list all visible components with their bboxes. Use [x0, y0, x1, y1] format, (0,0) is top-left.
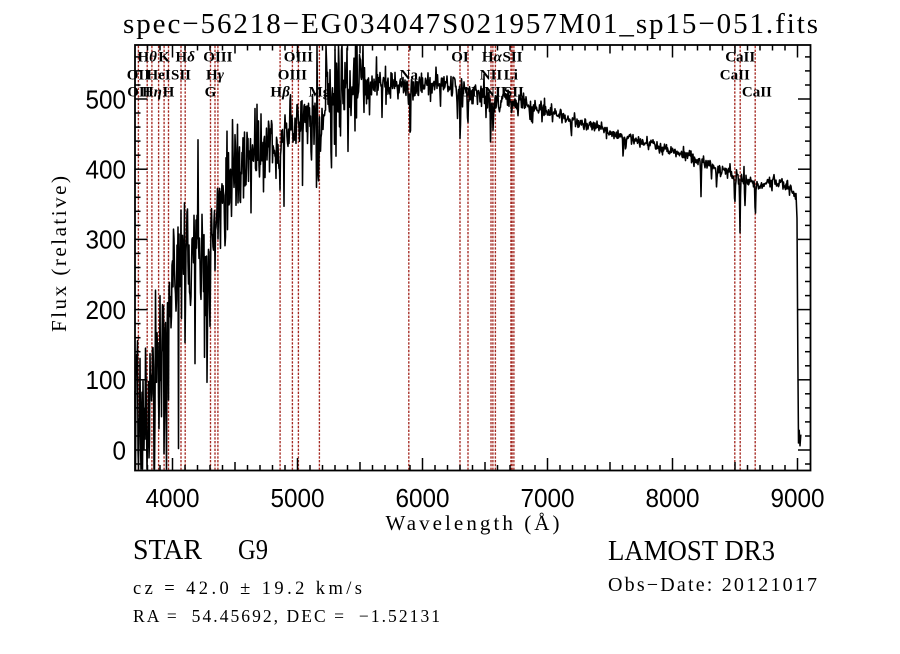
- svg-text:OIII: OIII: [284, 50, 313, 66]
- svg-text:NII: NII: [484, 85, 507, 101]
- svg-text:G9: G9: [238, 535, 268, 566]
- svg-text:CaII: CaII: [720, 68, 750, 84]
- svg-text:Flux (relative): Flux (relative): [47, 176, 71, 332]
- svg-text:500: 500: [86, 84, 127, 114]
- svg-text:CaII: CaII: [742, 85, 772, 101]
- svg-text:OIII: OIII: [203, 50, 232, 66]
- svg-text:9000: 9000: [771, 483, 825, 513]
- svg-text:G: G: [205, 85, 217, 101]
- svg-text:OI: OI: [459, 85, 477, 101]
- svg-text:RA = 54.45692, DEC = −1.5213: RA = 54.45692, DEC = −1.52131: [133, 606, 440, 626]
- svg-text:Wavelength (Å): Wavelength (Å): [386, 511, 560, 535]
- svg-text:200: 200: [86, 295, 127, 325]
- svg-text:5000: 5000: [271, 483, 325, 513]
- svg-text:Hθ: Hθ: [137, 50, 157, 66]
- svg-text:Hβ: Hβ: [270, 85, 290, 101]
- svg-text:CaII: CaII: [725, 50, 755, 66]
- svg-text:OII: OII: [127, 68, 151, 84]
- svg-text:cz = 42.0 ± 19.2 km/s: cz = 42.0 ± 19.2 km/s: [133, 579, 362, 599]
- svg-text:300: 300: [86, 225, 127, 255]
- svg-text:Mg: Mg: [309, 85, 331, 101]
- svg-text:K: K: [158, 50, 170, 66]
- svg-text:Li: Li: [504, 68, 518, 84]
- svg-text:100: 100: [86, 365, 127, 395]
- svg-text:SII: SII: [171, 68, 191, 84]
- svg-text:Hη: Hη: [142, 85, 162, 101]
- svg-text:7000: 7000: [521, 483, 575, 513]
- svg-text:Hα: Hα: [482, 50, 503, 66]
- svg-text:4000: 4000: [146, 483, 200, 513]
- svg-text:OI: OI: [451, 50, 469, 66]
- svg-text:Na: Na: [400, 68, 419, 84]
- svg-text:HeI: HeI: [147, 68, 171, 84]
- svg-text:Hδ: Hδ: [176, 50, 196, 66]
- svg-text:NII: NII: [480, 68, 503, 84]
- svg-text:OIII: OIII: [278, 68, 307, 84]
- svg-text:8000: 8000: [646, 483, 700, 513]
- svg-text:400: 400: [86, 155, 127, 185]
- svg-text:6000: 6000: [396, 483, 450, 513]
- svg-text:LAMOST DR3: LAMOST DR3: [608, 536, 775, 567]
- svg-text:Hγ: Hγ: [206, 68, 225, 84]
- svg-text:SII: SII: [502, 50, 522, 66]
- svg-text:STAR: STAR: [133, 535, 202, 566]
- svg-text:H: H: [163, 85, 175, 101]
- svg-text:spec−56218−EG034047S021957M01_: spec−56218−EG034047S021957M01_sp15−051.f…: [123, 8, 818, 40]
- svg-text:OII: OII: [127, 85, 151, 101]
- svg-text:0: 0: [113, 435, 127, 465]
- svg-text:SII: SII: [504, 85, 524, 101]
